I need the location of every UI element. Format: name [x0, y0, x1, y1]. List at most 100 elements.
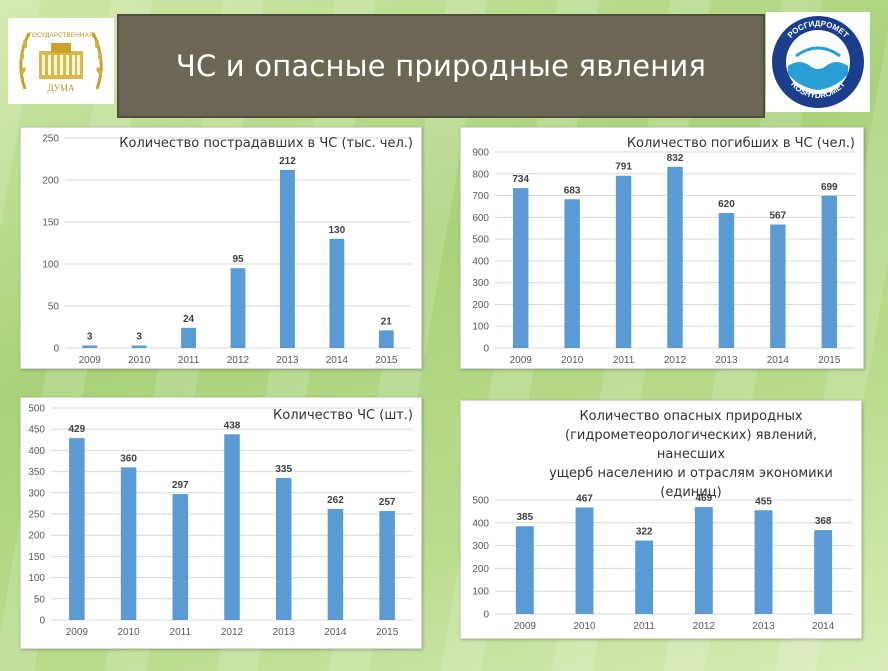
bar — [82, 345, 98, 348]
x-tick-label: 2014 — [812, 621, 835, 632]
data-label: 212 — [279, 156, 296, 167]
bar — [513, 188, 529, 348]
data-label: 832 — [667, 153, 684, 164]
duma-logo-text-top: ГОСУДАРСТВЕННАЯ — [28, 32, 93, 39]
chart-hazards-svg: 0 100 200 300 400 500 385 2009 467 2010 322 2011 469… — [472, 493, 853, 632]
bar — [120, 467, 137, 620]
bar — [327, 508, 344, 620]
data-label: 335 — [275, 464, 292, 475]
y-tick-label: 200 — [28, 531, 45, 542]
chart-hazards-title-line-1: Количество опасных природных — [579, 409, 803, 424]
y-tick-label: 350 — [28, 467, 45, 478]
data-label: 455 — [755, 496, 772, 507]
x-tick-label: 2014 — [324, 627, 347, 638]
data-label: 699 — [821, 182, 838, 193]
y-tick-label: 800 — [472, 169, 489, 180]
data-label: 683 — [564, 185, 581, 196]
x-tick-label: 2014 — [326, 355, 349, 366]
chart-hazards-title-line-3: ущерб населению и отраслям экономики — [549, 466, 833, 481]
data-label: 734 — [512, 174, 529, 185]
x-tick-label: 2013 — [752, 621, 775, 632]
x-tick-label: 2012 — [664, 355, 687, 366]
bar — [515, 526, 534, 614]
data-label: 257 — [379, 497, 396, 508]
bar — [564, 199, 580, 348]
chart-hazards-title: Количество опасных природных (гидрометео… — [531, 407, 851, 502]
y-tick-label: 300 — [472, 541, 489, 552]
data-label: 467 — [576, 494, 593, 505]
data-label: 360 — [120, 453, 137, 464]
x-tick-label: 2010 — [561, 355, 584, 366]
chart-killed-svg: 0 100 200 300 400 500 600 700 800 900 734 2009 683 20… — [472, 148, 855, 366]
bar — [814, 530, 833, 614]
y-tick-label: 100 — [28, 573, 45, 584]
data-label: 3 — [87, 331, 93, 342]
y-tick-label: 700 — [472, 191, 489, 202]
data-label: 620 — [718, 199, 735, 210]
x-tick-label: 2010 — [117, 627, 140, 638]
data-label: 368 — [815, 516, 832, 527]
data-label: 567 — [770, 211, 787, 222]
x-tick-label: 2011 — [170, 627, 192, 638]
y-tick-label: 150 — [28, 552, 45, 563]
bar — [224, 434, 240, 620]
x-tick-label: 2015 — [375, 355, 398, 366]
y-tick-label: 0 — [53, 344, 59, 355]
bar — [821, 195, 837, 348]
x-tick-label: 2014 — [767, 355, 790, 366]
data-label: 322 — [636, 527, 653, 538]
bar — [230, 268, 246, 348]
bar — [181, 327, 196, 348]
bar — [615, 175, 632, 348]
bar — [379, 511, 395, 620]
y-tick-label: 100 — [42, 260, 59, 271]
data-label: 438 — [224, 420, 241, 431]
y-tick-label: 250 — [28, 510, 45, 521]
x-tick-label: 2015 — [818, 355, 841, 366]
bar — [635, 540, 654, 614]
chart-hazards-title-line-4: (единиц) — [660, 485, 722, 500]
chart-emergencies: 0 50 100 150 200 250 300 350 400 450 500 429 2009 360… — [20, 397, 422, 649]
y-tick-label: 200 — [42, 176, 59, 187]
chart-injured-title: Количество пострадавших в ЧС (тыс. чел.) — [119, 136, 413, 151]
data-label: 95 — [232, 254, 244, 265]
y-tick-label: 0 — [483, 344, 489, 355]
data-label: 469 — [695, 493, 712, 504]
duma-logo-text-bottom: ДУМА — [47, 83, 75, 93]
data-label: 24 — [183, 314, 195, 325]
y-tick-label: 300 — [28, 488, 45, 499]
y-tick-label: 400 — [28, 446, 45, 457]
y-tick-label: 100 — [472, 587, 489, 598]
chart-killed-title: Количество погибших в ЧС (чел.) — [626, 136, 855, 151]
bar — [754, 510, 773, 614]
y-tick-label: 500 — [472, 496, 489, 507]
duma-logo: ГОСУДАРСТВЕННАЯ ДУМА — [8, 18, 114, 104]
x-tick-label: 2009 — [66, 627, 89, 638]
data-label: 262 — [327, 495, 344, 506]
x-tick-label: 2012 — [227, 355, 250, 366]
chart-injured: 0 50 100 150 200 250 3 2009 3 2010 24 2011 95 2012 212… — [20, 127, 422, 369]
x-tick-label: 2011 — [633, 621, 655, 632]
x-tick-label: 2015 — [376, 627, 399, 638]
y-tick-label: 100 — [472, 322, 489, 333]
y-tick-label: 150 — [42, 218, 59, 229]
y-tick-label: 400 — [472, 256, 489, 267]
y-tick-label: 50 — [48, 302, 60, 313]
y-tick-label: 400 — [472, 518, 489, 529]
chart-killed: 0 100 200 300 400 500 600 700 800 900 734 2009 683 20… — [460, 127, 864, 369]
bar — [172, 494, 189, 620]
x-tick-label: 2011 — [613, 355, 635, 366]
data-label: 297 — [172, 480, 189, 491]
data-label: 791 — [615, 162, 632, 173]
bar — [694, 507, 713, 614]
data-label: 21 — [381, 316, 393, 327]
data-label: 385 — [516, 512, 533, 523]
x-tick-label: 2013 — [273, 627, 296, 638]
y-tick-label: 500 — [28, 404, 45, 415]
bar — [69, 438, 85, 620]
x-tick-label: 2009 — [79, 355, 102, 366]
roshydromet-logo: РОСГИДРОМЕТ ROSHYDROMET — [766, 12, 870, 112]
bar — [280, 169, 295, 348]
x-tick-label: 2013 — [715, 355, 738, 366]
y-tick-label: 250 — [42, 134, 59, 145]
